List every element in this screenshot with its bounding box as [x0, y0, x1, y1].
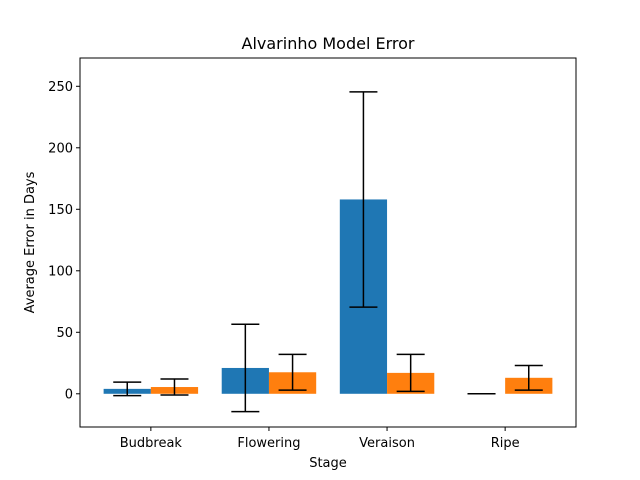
errorbars-layer: [113, 91, 543, 413]
y-axis-label: Average Error in Days: [23, 171, 38, 313]
x-axis-label: Stage: [309, 456, 347, 471]
plot-frame: [79, 57, 577, 428]
chart-title: Alvarinho Model Error: [242, 34, 415, 53]
x-axis: Budbreak Flowering Veraison Ripe: [120, 427, 520, 451]
y-tick-label-250: 250: [48, 80, 73, 95]
y-tick-label-50: 50: [56, 326, 73, 341]
x-tick-label-ripe: Ripe: [491, 436, 520, 451]
x-tick-label-flowering: Flowering: [237, 436, 300, 451]
y-tick-label-100: 100: [48, 264, 73, 279]
x-tick-label-veraison: Veraison: [359, 436, 415, 451]
y-tick-label-200: 200: [48, 141, 73, 156]
x-tick-label-budbreak: Budbreak: [120, 436, 183, 451]
y-axis: 0 50 100 150 200 250: [48, 80, 80, 402]
y-tick-label-0: 0: [65, 387, 73, 402]
y-tick-label-150: 150: [48, 203, 73, 218]
